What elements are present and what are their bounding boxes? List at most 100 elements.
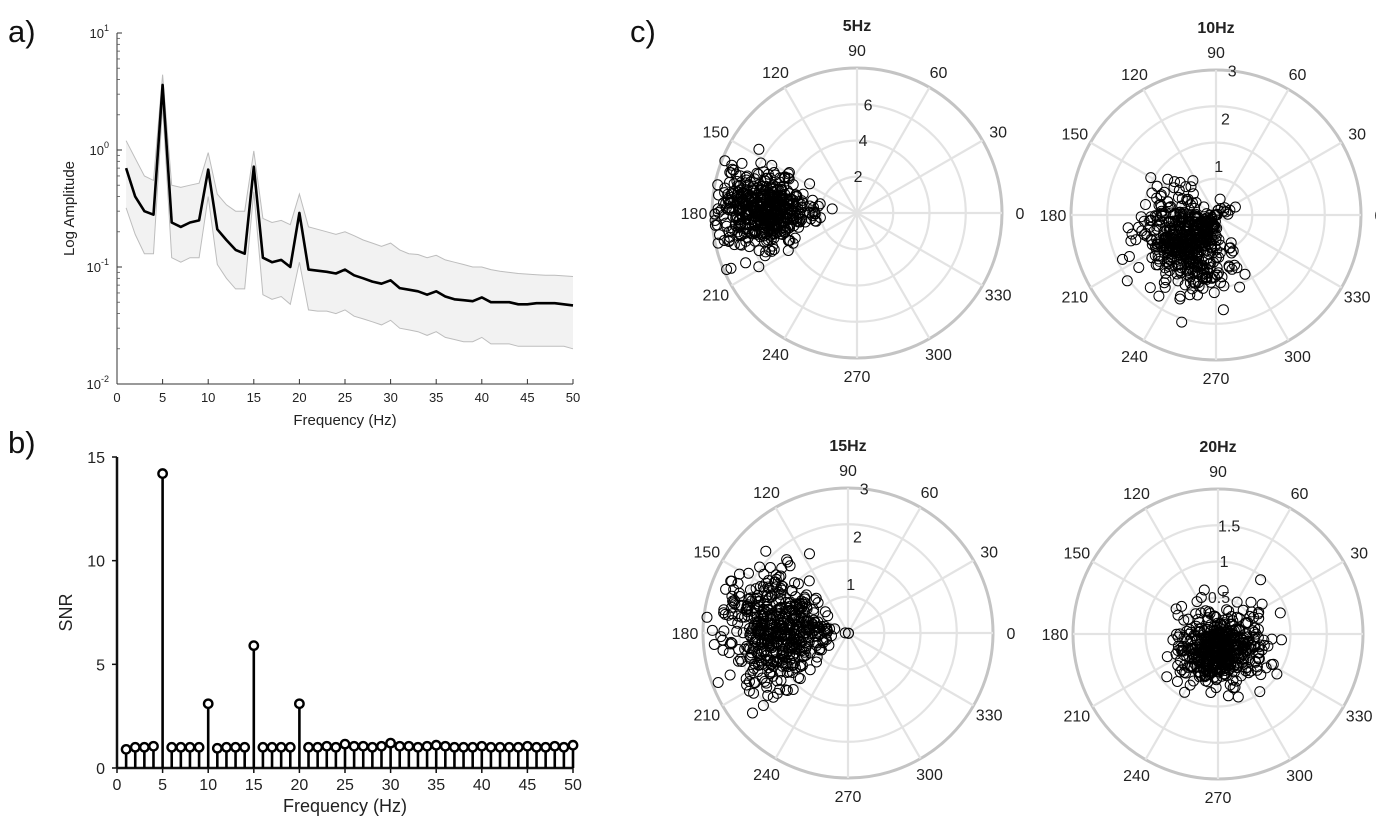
polar-data-point [787,660,799,671]
polar-data-point [731,625,743,637]
y-tick-label: 0 [96,761,105,778]
polar-data-point [1167,229,1179,240]
polar-data-point [1149,210,1161,222]
polar-data-point [758,625,770,637]
polar-data-point [1214,193,1226,205]
polar-data-point [1150,259,1162,271]
polar-data-point [1190,277,1202,289]
polar-data-point [1175,208,1187,220]
polar-data-point [1163,249,1175,261]
polar-data-point [1182,216,1194,228]
polar-data-point [709,219,721,231]
polar-data-point [788,652,800,664]
polar-angle-label: 60 [921,485,939,502]
y-axis-label: SNR [56,593,76,631]
polar-data-point [1151,223,1163,235]
polar-data-point [726,590,738,602]
polar-data-point [1232,659,1244,671]
x-tick-label: 40 [473,777,491,794]
snr-marker [321,740,333,752]
polar-data-point [803,575,815,587]
polar-angle-label: 90 [839,463,857,480]
polar-data-point [1144,282,1156,294]
snr-marker [239,741,251,753]
polar-data-point [1153,290,1165,302]
snr-marker [230,741,241,753]
polar-data-point [735,599,747,611]
polar-data-point [1184,277,1196,289]
polar-data-point [1172,640,1184,652]
x-axis-label: Frequency (Hz) [283,796,407,816]
polar-data-point [812,200,824,212]
mean-amplitude-line [124,83,574,307]
polar-data-point [1169,176,1180,188]
polar-data-point [733,587,745,599]
polar-data-point [1196,260,1208,272]
polar-data-point [1211,269,1223,281]
polar-data-point [1222,629,1234,641]
polar-data-point [759,212,771,224]
polar-data-point [1187,247,1199,259]
polar-data-point [1237,604,1249,616]
polar-data-point [1189,630,1201,642]
polar-data-point [753,261,765,273]
polar-data-point [1181,195,1193,207]
polar-data-point [736,157,748,169]
polar-data-point [741,640,753,652]
polar-data-point [1274,607,1286,619]
polar-data-point [1174,628,1186,640]
snr-marker [348,740,360,752]
polar-data-point [1223,605,1235,617]
polar-data-point [1227,628,1239,640]
polar-data-point [726,615,738,627]
polar-data-point [1162,202,1174,214]
polar-data-point [1185,626,1197,638]
polar-data-point [756,609,768,621]
polar-data-point [1215,663,1227,675]
polar-data-point [1248,633,1260,645]
polar-spoke [1215,141,1343,216]
polar-data-point [1162,173,1174,185]
polar-angle-label: 300 [1286,768,1313,785]
polar-data-point [726,205,738,217]
polar-data-point [1254,686,1266,698]
polar-spoke [730,212,858,287]
polar-data-point [740,257,752,269]
polar-data-point [1234,624,1245,636]
snr-marker [221,741,232,753]
polar-angle-label: 180 [1042,627,1069,644]
polar-data-point [1196,622,1208,634]
polar-data-point [1171,268,1183,280]
y-tick-exponent: -1 [101,257,109,267]
panel-a-spectrum-plot: 0 5 10 15 20 25 30 35 40 45 5010110010-110-2Freque… [61,23,580,429]
polar-data-point [808,614,820,626]
polar-data-point [725,262,737,274]
polar-data-point [761,681,773,693]
polar-data-point [1140,199,1151,210]
x-tick-label: 25 [336,777,354,794]
x-tick-label: 50 [564,777,582,794]
polar-spoke [856,86,931,214]
polar-data-point [1187,175,1199,187]
snr-marker [148,740,159,752]
snr-marker [476,740,488,752]
polar-plot-title: 10Hz [1197,20,1234,37]
polar-data-point [789,232,801,244]
polar-data-point [715,204,727,216]
std-band-fill [126,74,573,349]
polar-data-point [1178,614,1190,626]
polar-data-point [764,609,776,621]
polar-data-point [1158,186,1170,198]
polar-data-point [761,204,773,216]
snr-marker [357,740,369,752]
polar-data-point [790,633,802,645]
snr-marker [403,740,415,752]
polar-data-point [726,637,738,649]
y-tick-label: 5 [96,657,105,674]
x-tick-label: 45 [520,390,534,405]
snr-marker [485,741,497,753]
polar-data-point [1247,625,1259,637]
snr-marker [257,741,269,753]
polar-angle-label: 90 [1207,45,1225,62]
polar-data-point [1121,275,1133,287]
